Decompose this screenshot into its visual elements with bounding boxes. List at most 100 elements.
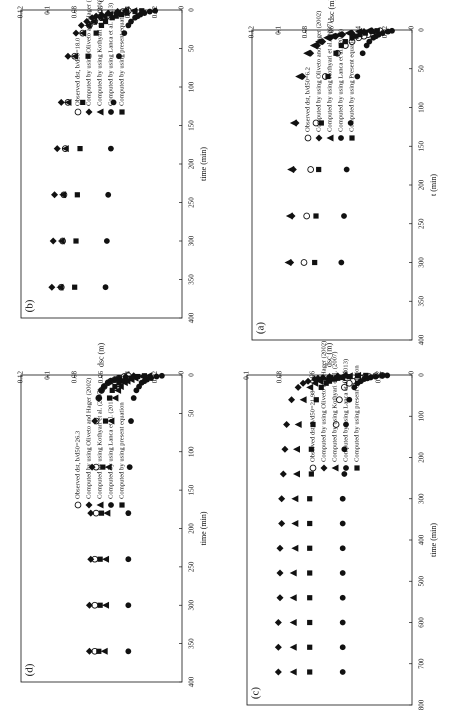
legend-marker [338,135,344,141]
data-point [133,387,140,394]
data-point [315,38,323,46]
legend-marker [309,464,317,472]
data-point [308,471,314,477]
y-tick-label: 0 [178,6,186,10]
series-4 [307,372,369,675]
series-3 [125,372,165,655]
data-point [111,394,119,402]
legend-marker [96,501,104,509]
data-point [100,464,106,470]
data-point [80,99,86,105]
data-point [307,644,313,650]
legend-label: Computed by using Lanca et al. (2013) [108,3,115,106]
series-4 [312,28,380,266]
data-point [123,377,129,383]
series-4 [72,8,145,290]
data-point [114,386,122,394]
data-point [370,34,377,41]
x-tick-label: 200 [418,179,426,190]
data-point [311,379,319,387]
y-tick-label: 0.06 [97,371,105,384]
data-point [346,374,352,380]
x-tick-label: 200 [188,523,196,534]
x-tick-label: 600 [418,617,426,628]
x-tick-label: 350 [188,274,196,285]
data-point [354,73,361,80]
data-point [98,11,105,19]
y-tick-label: 0.1 [43,6,51,15]
data-point [119,378,125,384]
data-point [132,8,138,15]
legend-label: Computed by using Kothyari et al. (2007) [97,389,104,499]
data-point [96,648,102,654]
legend-label: Computed by using Oliveto and Hager (200… [86,378,93,499]
data-point [102,18,109,25]
data-point [74,192,80,198]
data-point [299,379,307,387]
x-tick-label: 250 [188,197,196,208]
panel-label: (c) [250,687,262,700]
legend-marker [108,502,114,508]
y-tick-label: 0.1 [274,26,282,35]
data-point [125,556,132,563]
data-point [279,470,287,478]
data-point [106,395,113,401]
data-point [135,373,141,380]
data-point [343,166,350,173]
x-tick-label: 300 [418,257,426,268]
y-tick-label: 0.08 [301,26,309,39]
x-tick-label: 400 [188,312,196,323]
data-point [359,50,366,57]
data-point [113,13,119,19]
legend-label: Observed dst, b/d50=21.98 [310,390,317,462]
legend-label: Computed by using Lanca et al. (2013) [338,29,345,132]
data-point [116,380,122,386]
data-point [325,73,331,80]
data-point [57,237,65,245]
data-point [53,145,61,153]
data-point [369,28,375,35]
data-point [61,145,69,153]
data-point [103,238,110,244]
data-point [299,396,307,404]
data-point [126,464,133,470]
data-point [97,556,103,562]
data-point [287,166,295,173]
data-point [276,569,284,577]
x-tick-label: 500 [418,576,426,587]
data-point [293,445,300,453]
data-point [289,668,297,676]
data-point [291,544,299,552]
data-point [112,383,118,390]
y-tick-label: 0.08 [276,371,284,384]
data-point [339,570,346,576]
data-point [295,73,303,80]
y-tick-label: 0.1 [43,371,51,380]
x-tick-label: 0 [418,28,426,32]
data-point [124,10,130,16]
x-tick-label: 350 [188,638,196,649]
data-point [341,471,348,477]
x-axis-label: t (min) [429,174,438,196]
data-point [72,29,80,37]
data-point [283,421,291,428]
data-point [374,28,380,34]
data-point [335,375,341,381]
legend-marker [119,502,125,508]
legend-label: Observed dst, b/d50=26.3 [75,430,82,499]
plot-frame [246,374,413,706]
x-axis-label: time (min) [429,523,438,557]
data-point [289,119,297,127]
data-point [107,145,114,152]
panel-a: 05010015020025030035040000.020.040.060.0… [248,0,438,345]
legend-label: Observed dst, b/d50=6.2 [305,67,312,132]
data-point [384,372,391,379]
data-point [343,421,349,428]
legend-marker [331,464,339,472]
legend-label: Computed by using Lanca et al. (2013) [343,359,350,462]
data-point [379,372,386,379]
data-point [85,647,93,655]
legend-label: Computed by using present equation [119,9,126,106]
data-point [304,377,312,385]
data-point [84,21,92,29]
